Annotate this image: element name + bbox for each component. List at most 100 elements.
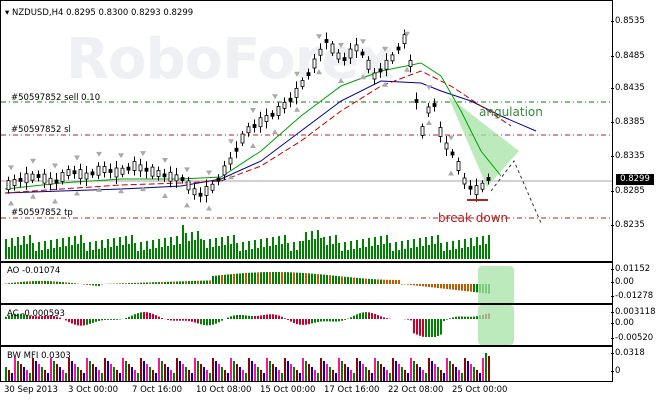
volume-bar bbox=[137, 251, 139, 259]
ao-bar bbox=[89, 284, 91, 286]
volume-bar bbox=[371, 246, 373, 259]
ao-bar bbox=[188, 281, 190, 284]
ao-bar bbox=[344, 276, 346, 284]
main-chart-panel[interactable]: RoboForex ▾ NZDUSD,H4 0.8295 0.8300 0.82… bbox=[0, 0, 613, 262]
ao-bar bbox=[125, 283, 127, 284]
dropdown-arrow-icon[interactable]: ▾ bbox=[5, 8, 10, 18]
mfi-bar bbox=[137, 373, 139, 381]
mfi-bar bbox=[17, 361, 19, 381]
volume-bar bbox=[392, 251, 394, 259]
ac-bar bbox=[449, 318, 451, 319]
fractal-up-icon bbox=[30, 158, 36, 164]
ao-bar bbox=[320, 274, 322, 284]
ac-bar bbox=[56, 316, 58, 319]
fractal-down-icon bbox=[162, 193, 168, 198]
ao-bar bbox=[257, 272, 259, 284]
candle-body bbox=[222, 165, 227, 176]
mfi-panel[interactable]: BW MFI 0.0303 bbox=[0, 346, 613, 382]
ac-bar bbox=[212, 319, 214, 325]
ao-bar bbox=[356, 277, 358, 284]
ac-panel[interactable]: AC -0.000593 bbox=[0, 304, 613, 346]
ao-panel[interactable]: AO -0.01074 bbox=[0, 262, 613, 304]
price-axis[interactable]: 0.8535 0.8485 0.8435 0.8385 0.8335 0.828… bbox=[611, 0, 657, 262]
ao-bar bbox=[98, 284, 100, 287]
ao-bar bbox=[245, 272, 247, 284]
ac-bar bbox=[140, 312, 142, 319]
volume-bar bbox=[95, 241, 97, 259]
mfi-bar bbox=[392, 358, 394, 381]
volume-bar bbox=[425, 237, 427, 259]
ao-bar bbox=[335, 275, 337, 284]
ac-bar bbox=[152, 313, 154, 319]
candle-body bbox=[186, 180, 191, 191]
ao-tick: 0.01152 bbox=[610, 264, 651, 274]
mfi-bar bbox=[476, 370, 478, 381]
ao-bar bbox=[197, 280, 199, 284]
ac-label: AC -0.000593 bbox=[7, 309, 65, 319]
time-tick: 30 Sep 2013 bbox=[4, 385, 58, 395]
candle-body bbox=[468, 185, 473, 190]
ao-bar bbox=[35, 281, 37, 284]
ao-bar bbox=[368, 278, 370, 284]
mfi-bar bbox=[287, 361, 289, 381]
volume-bar bbox=[368, 238, 370, 259]
ao-bar bbox=[191, 281, 193, 284]
ao-bar bbox=[377, 279, 379, 284]
ao-bar bbox=[461, 284, 463, 291]
fractal-down-icon bbox=[52, 198, 58, 204]
volume-bar bbox=[365, 247, 367, 259]
volume-bar bbox=[110, 247, 112, 259]
fractal-down-icon bbox=[140, 186, 146, 192]
volume-bar bbox=[77, 244, 79, 259]
ac-bar bbox=[161, 317, 163, 319]
ac-bar bbox=[80, 319, 82, 326]
volume-bar bbox=[272, 237, 274, 259]
price-chart[interactable] bbox=[1, 1, 613, 262]
ao-bar bbox=[8, 283, 10, 284]
mfi-bar bbox=[377, 361, 379, 381]
ao-bar bbox=[17, 282, 19, 284]
volume-bar bbox=[341, 251, 343, 259]
candle-body bbox=[480, 182, 485, 190]
ao-bar bbox=[446, 284, 448, 289]
mfi-axis: 0.0318 0 bbox=[610, 346, 657, 382]
candle-body bbox=[474, 185, 479, 196]
volume-bar bbox=[140, 242, 142, 259]
volume-bar bbox=[485, 244, 487, 259]
ac-bar bbox=[173, 319, 175, 321]
candle-body bbox=[24, 173, 29, 184]
mfi-bar bbox=[62, 370, 64, 381]
candle-body bbox=[270, 112, 275, 117]
candle-body bbox=[78, 169, 83, 180]
candle-body bbox=[150, 166, 155, 177]
volume-bar bbox=[458, 240, 460, 259]
mfi-bar bbox=[263, 373, 265, 381]
mfi-histogram bbox=[5, 353, 490, 381]
ac-bar bbox=[446, 319, 448, 320]
ac-bar bbox=[11, 314, 13, 319]
ac-bar bbox=[47, 315, 49, 319]
mfi-bar bbox=[251, 361, 253, 381]
mfi-bar bbox=[407, 373, 409, 381]
candle-body bbox=[426, 106, 431, 114]
ao-bar bbox=[116, 283, 118, 284]
ac-bar bbox=[53, 315, 55, 319]
ac-bar bbox=[338, 319, 340, 322]
volume-bar bbox=[404, 249, 406, 259]
ao-bar bbox=[347, 277, 349, 284]
mfi-label: BW MFI 0.0303 bbox=[7, 351, 71, 361]
volume-bar bbox=[143, 250, 145, 259]
fractal-down-icon bbox=[316, 69, 322, 75]
volume-bar bbox=[20, 245, 22, 259]
volume-bar bbox=[53, 248, 55, 259]
volume-bar bbox=[209, 239, 211, 259]
ac-bar bbox=[473, 316, 475, 319]
ao-bar bbox=[275, 272, 277, 284]
ac-bar bbox=[5, 316, 7, 319]
mfi-bar bbox=[380, 364, 382, 381]
volume-bar bbox=[62, 238, 64, 259]
ao-bar bbox=[203, 280, 205, 284]
ao-bar bbox=[173, 281, 175, 284]
ao-bar bbox=[59, 281, 61, 284]
mfi-bar bbox=[170, 370, 172, 381]
